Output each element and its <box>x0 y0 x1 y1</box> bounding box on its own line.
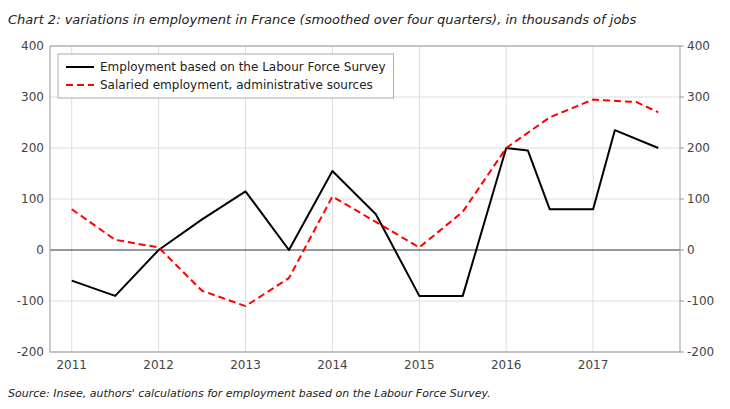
x-tick-label: 2015 <box>404 358 435 372</box>
y2-tick-label: 200 <box>687 141 710 155</box>
legend-swatch <box>66 66 94 68</box>
y-tick-label: -100 <box>17 294 44 308</box>
legend-label: Salaried employment, administrative sour… <box>100 78 373 92</box>
title: Chart 2: variations in employment in Fra… <box>8 12 637 27</box>
zero-line <box>50 249 680 250</box>
y2-tick-label: 300 <box>687 90 710 104</box>
legend-frame <box>58 54 394 98</box>
y2-tick <box>680 301 684 302</box>
y2-tick <box>680 250 684 251</box>
x-tick-label: 2013 <box>230 358 261 372</box>
legend-swatch <box>66 84 94 86</box>
series-line <box>72 100 659 307</box>
x-tick-label: 2012 <box>143 358 174 372</box>
y2-tick <box>680 97 684 98</box>
source-note: Source: Insee, authors' calculations for… <box>8 387 491 400</box>
y2-tick-label: 400 <box>687 39 710 53</box>
y2-tick-label: 0 <box>687 243 695 257</box>
x-tick-label: 2011 <box>56 358 87 372</box>
legend-label: Employment based on the Labour Force Sur… <box>100 60 386 74</box>
y-grid-line <box>50 148 680 149</box>
y2-tick <box>680 148 684 149</box>
y-tick-label: 100 <box>21 192 44 206</box>
series-lines <box>72 100 659 307</box>
x-tick-label: 2017 <box>578 358 609 372</box>
chart: Chart 2: variations in employment in Fra… <box>0 0 730 409</box>
y-grid-line <box>50 199 680 200</box>
y-grid-line <box>50 301 680 302</box>
x-tick-label: 2016 <box>491 358 522 372</box>
grid <box>50 46 680 352</box>
x-tick-label: 2014 <box>317 358 348 372</box>
y2-tick-label: -100 <box>687 294 714 308</box>
y-tick-label: 0 <box>36 243 44 257</box>
y2-tick <box>680 352 684 353</box>
plot-frame <box>50 46 680 352</box>
y-tick-label: -200 <box>17 345 44 359</box>
y2-tick-label: 100 <box>687 192 710 206</box>
series-line <box>72 130 659 296</box>
legend: Employment based on the Labour Force Sur… <box>58 54 394 98</box>
y2-tick <box>680 199 684 200</box>
y-tick-label: 300 <box>21 90 44 104</box>
y2-tick-label: -200 <box>687 345 714 359</box>
y2-tick <box>680 46 684 47</box>
y-tick-label: 200 <box>21 141 44 155</box>
y-tick-label: 400 <box>21 39 44 53</box>
